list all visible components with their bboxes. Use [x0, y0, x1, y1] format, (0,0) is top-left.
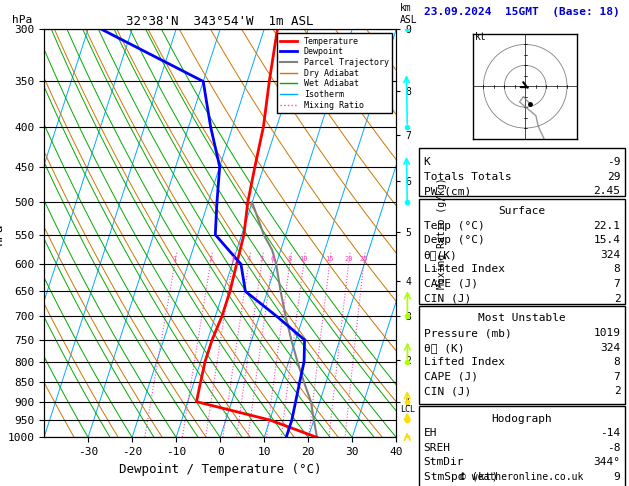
Text: © weatheronline.co.uk: © weatheronline.co.uk [460, 472, 584, 482]
X-axis label: Dewpoint / Temperature (°C): Dewpoint / Temperature (°C) [119, 463, 321, 476]
Text: -9: -9 [607, 157, 620, 167]
Text: 8: 8 [614, 264, 620, 275]
Text: 3: 3 [230, 256, 235, 262]
Text: LCL: LCL [400, 405, 415, 414]
Text: CAPE (J): CAPE (J) [424, 279, 477, 289]
Text: 22.1: 22.1 [593, 221, 620, 231]
Text: 324: 324 [600, 250, 620, 260]
Text: Totals Totals: Totals Totals [424, 172, 511, 182]
Text: Hodograph: Hodograph [492, 414, 552, 424]
Text: Lifted Index: Lifted Index [424, 357, 504, 367]
Text: CIN (J): CIN (J) [424, 294, 471, 304]
Y-axis label: hPa: hPa [0, 222, 4, 244]
Text: 344°: 344° [593, 457, 620, 468]
Text: 324: 324 [600, 343, 620, 353]
Text: 15: 15 [325, 256, 334, 262]
Text: CAPE (J): CAPE (J) [424, 372, 477, 382]
Text: 15.4: 15.4 [593, 235, 620, 245]
Text: 2.45: 2.45 [593, 186, 620, 196]
Text: hPa: hPa [13, 15, 33, 25]
Text: 7: 7 [614, 279, 620, 289]
Text: Dewp (°C): Dewp (°C) [424, 235, 484, 245]
Text: Surface: Surface [498, 206, 546, 216]
Text: 1019: 1019 [593, 328, 620, 338]
Text: θᴇ (K): θᴇ (K) [424, 343, 464, 353]
Text: 4: 4 [247, 256, 251, 262]
Text: 8: 8 [287, 256, 292, 262]
Text: Most Unstable: Most Unstable [478, 313, 566, 324]
Text: kt: kt [475, 32, 487, 42]
Text: -8: -8 [607, 443, 620, 453]
Text: Mixing Ratio (g/kg): Mixing Ratio (g/kg) [437, 177, 447, 289]
Text: 23.09.2024  15GMT  (Base: 18): 23.09.2024 15GMT (Base: 18) [424, 7, 620, 17]
Text: 8: 8 [614, 357, 620, 367]
Text: StmDir: StmDir [424, 457, 464, 468]
Text: 6: 6 [270, 256, 274, 262]
Text: 20: 20 [344, 256, 353, 262]
Text: 9: 9 [614, 472, 620, 482]
Text: 29: 29 [607, 172, 620, 182]
Text: km
ASL: km ASL [400, 3, 418, 25]
Text: Lifted Index: Lifted Index [424, 264, 504, 275]
Text: Pressure (mb): Pressure (mb) [424, 328, 511, 338]
Text: 2: 2 [614, 386, 620, 397]
Text: 10: 10 [299, 256, 308, 262]
Text: Temp (°C): Temp (°C) [424, 221, 484, 231]
Text: -14: -14 [600, 428, 620, 438]
Title: 32°38'N  343°54'W  1m ASL: 32°38'N 343°54'W 1m ASL [126, 15, 314, 28]
Text: 2: 2 [614, 294, 620, 304]
Legend: Temperature, Dewpoint, Parcel Trajectory, Dry Adiabat, Wet Adiabat, Isotherm, Mi: Temperature, Dewpoint, Parcel Trajectory… [277, 34, 392, 113]
Text: 25: 25 [359, 256, 368, 262]
Text: 5: 5 [259, 256, 264, 262]
Text: CIN (J): CIN (J) [424, 386, 471, 397]
Text: K: K [424, 157, 430, 167]
Text: 2: 2 [208, 256, 213, 262]
Text: PW (cm): PW (cm) [424, 186, 471, 196]
Text: SREH: SREH [424, 443, 451, 453]
Text: StmSpd (kt): StmSpd (kt) [424, 472, 498, 482]
Text: EH: EH [424, 428, 437, 438]
Text: 1: 1 [172, 256, 177, 262]
Text: θᴇ(K): θᴇ(K) [424, 250, 457, 260]
Text: 7: 7 [614, 372, 620, 382]
